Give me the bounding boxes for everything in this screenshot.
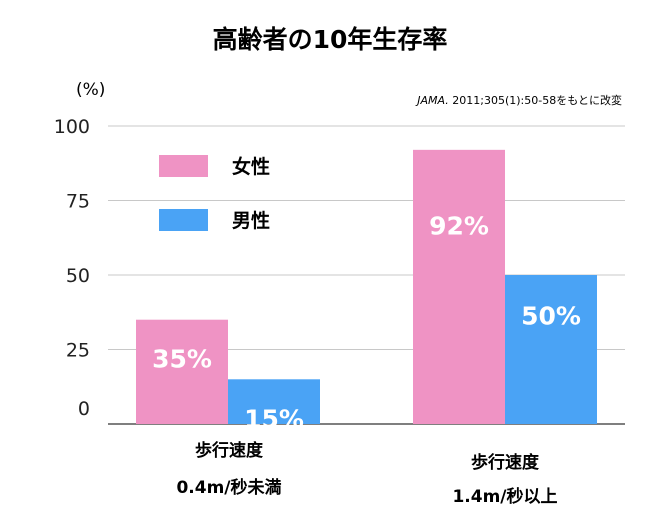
legend-label: 女性 [232,155,270,178]
bar-male [228,379,320,424]
y-tick-label: 50 [66,265,90,287]
y-tick-label: 0 [78,398,90,420]
source-journal: JAMA. [415,94,449,107]
legend-label: 男性 [232,209,270,232]
category-label-line2: 1.4m/秒以上 [452,486,557,507]
bar-male [505,275,597,424]
legend-swatch [159,155,208,177]
bar-female [136,319,228,424]
data-label: 92% [429,212,489,241]
chart-title: 高齢者の10年生存率 [213,25,448,54]
y-tick-label: 75 [66,191,90,213]
source-citation: 2011;305(1):50-58をもとに改変 [449,93,622,107]
category-label-line2: 0.4m/秒未満 [176,477,281,498]
source-note: JAMA. 2011;305(1):50-58をもとに改変 [415,93,622,107]
y-tick-label: 25 [66,340,90,362]
bar-female [413,149,505,424]
y-tick-label: 100 [54,116,90,138]
legend-swatch [159,209,208,231]
data-label: 15% [244,404,304,433]
category-label-line1: 歩行速度 [195,440,264,461]
data-label: 35% [152,345,212,374]
category-label-line1: 歩行速度 [471,452,540,473]
data-label: 50% [521,302,581,331]
y-unit-label: (%) [76,80,105,100]
